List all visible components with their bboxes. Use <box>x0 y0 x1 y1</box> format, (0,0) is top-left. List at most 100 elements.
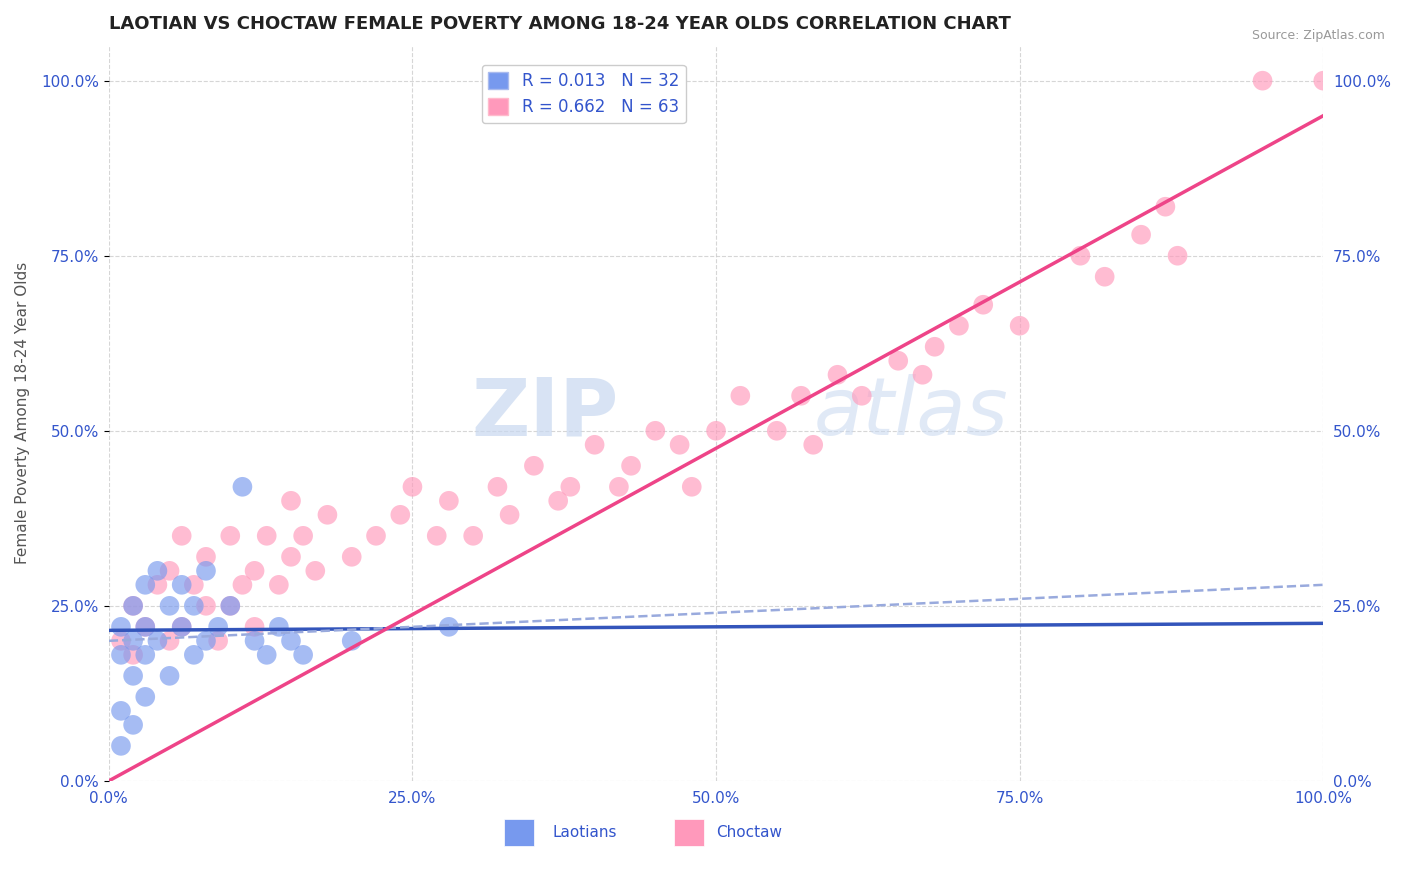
FancyBboxPatch shape <box>673 819 704 846</box>
Point <box>316 508 339 522</box>
Point <box>644 424 666 438</box>
Point <box>122 599 145 613</box>
Point <box>1069 249 1091 263</box>
Point <box>219 599 242 613</box>
Point <box>170 578 193 592</box>
Point <box>437 620 460 634</box>
Point <box>730 389 752 403</box>
Point <box>170 620 193 634</box>
Point <box>256 529 278 543</box>
Point <box>122 669 145 683</box>
Point <box>1094 269 1116 284</box>
Point <box>463 529 485 543</box>
Point <box>134 648 156 662</box>
Point <box>110 648 132 662</box>
Point <box>1008 318 1031 333</box>
Point <box>267 578 290 592</box>
Point <box>887 353 910 368</box>
Point <box>292 529 315 543</box>
Point <box>207 633 229 648</box>
Point <box>170 529 193 543</box>
Point <box>801 438 824 452</box>
Point <box>231 480 253 494</box>
Point <box>231 578 253 592</box>
Point <box>426 529 449 543</box>
Point <box>547 493 569 508</box>
Point <box>110 633 132 648</box>
Point <box>560 480 582 494</box>
Point <box>972 298 994 312</box>
Point <box>1130 227 1153 242</box>
Point <box>243 564 266 578</box>
Point <box>243 633 266 648</box>
Point <box>110 739 132 753</box>
Point <box>159 669 181 683</box>
Point <box>219 599 242 613</box>
Point <box>243 620 266 634</box>
Point <box>948 318 970 333</box>
Point <box>620 458 643 473</box>
Point <box>1154 200 1177 214</box>
Y-axis label: Female Poverty Among 18-24 Year Olds: Female Poverty Among 18-24 Year Olds <box>15 262 30 565</box>
Point <box>911 368 934 382</box>
Point <box>851 389 873 403</box>
Point <box>207 620 229 634</box>
Text: Choctaw: Choctaw <box>716 825 782 840</box>
Point <box>195 599 218 613</box>
Text: Source: ZipAtlas.com: Source: ZipAtlas.com <box>1251 29 1385 42</box>
Point <box>292 648 315 662</box>
Point <box>122 599 145 613</box>
Point <box>280 549 302 564</box>
Point <box>267 620 290 634</box>
Point <box>183 648 205 662</box>
Point <box>523 458 546 473</box>
Point <box>122 718 145 732</box>
Point <box>437 493 460 508</box>
Point <box>134 578 156 592</box>
Point <box>195 633 218 648</box>
Point <box>159 633 181 648</box>
Point <box>790 389 813 403</box>
Point <box>146 633 169 648</box>
Point <box>1251 73 1274 87</box>
Point <box>134 620 156 634</box>
Point <box>486 480 509 494</box>
Point <box>583 438 606 452</box>
Point <box>340 549 363 564</box>
Point <box>183 578 205 592</box>
Point <box>146 564 169 578</box>
Point <box>146 578 169 592</box>
Point <box>110 620 132 634</box>
Point <box>401 480 423 494</box>
Point <box>607 480 630 494</box>
Point <box>110 704 132 718</box>
Point <box>681 480 703 494</box>
Point <box>668 438 690 452</box>
Point <box>924 340 946 354</box>
Point <box>280 633 302 648</box>
Point <box>304 564 326 578</box>
FancyBboxPatch shape <box>503 819 534 846</box>
Point <box>1312 73 1334 87</box>
Point <box>765 424 787 438</box>
Text: ZIP: ZIP <box>471 375 619 452</box>
Text: LAOTIAN VS CHOCTAW FEMALE POVERTY AMONG 18-24 YEAR OLDS CORRELATION CHART: LAOTIAN VS CHOCTAW FEMALE POVERTY AMONG … <box>108 15 1011 33</box>
Point <box>498 508 520 522</box>
Text: atlas: atlas <box>813 375 1008 452</box>
Point <box>159 564 181 578</box>
Point <box>134 620 156 634</box>
Point <box>256 648 278 662</box>
Point <box>340 633 363 648</box>
Point <box>219 529 242 543</box>
Point <box>134 690 156 704</box>
Point <box>827 368 849 382</box>
Legend: R = 0.013   N = 32, R = 0.662   N = 63: R = 0.013 N = 32, R = 0.662 N = 63 <box>481 65 686 123</box>
Point <box>122 633 145 648</box>
Point <box>280 493 302 508</box>
Point <box>159 599 181 613</box>
Point <box>170 620 193 634</box>
Point <box>1167 249 1189 263</box>
Point <box>195 564 218 578</box>
Point <box>389 508 412 522</box>
Point <box>122 648 145 662</box>
